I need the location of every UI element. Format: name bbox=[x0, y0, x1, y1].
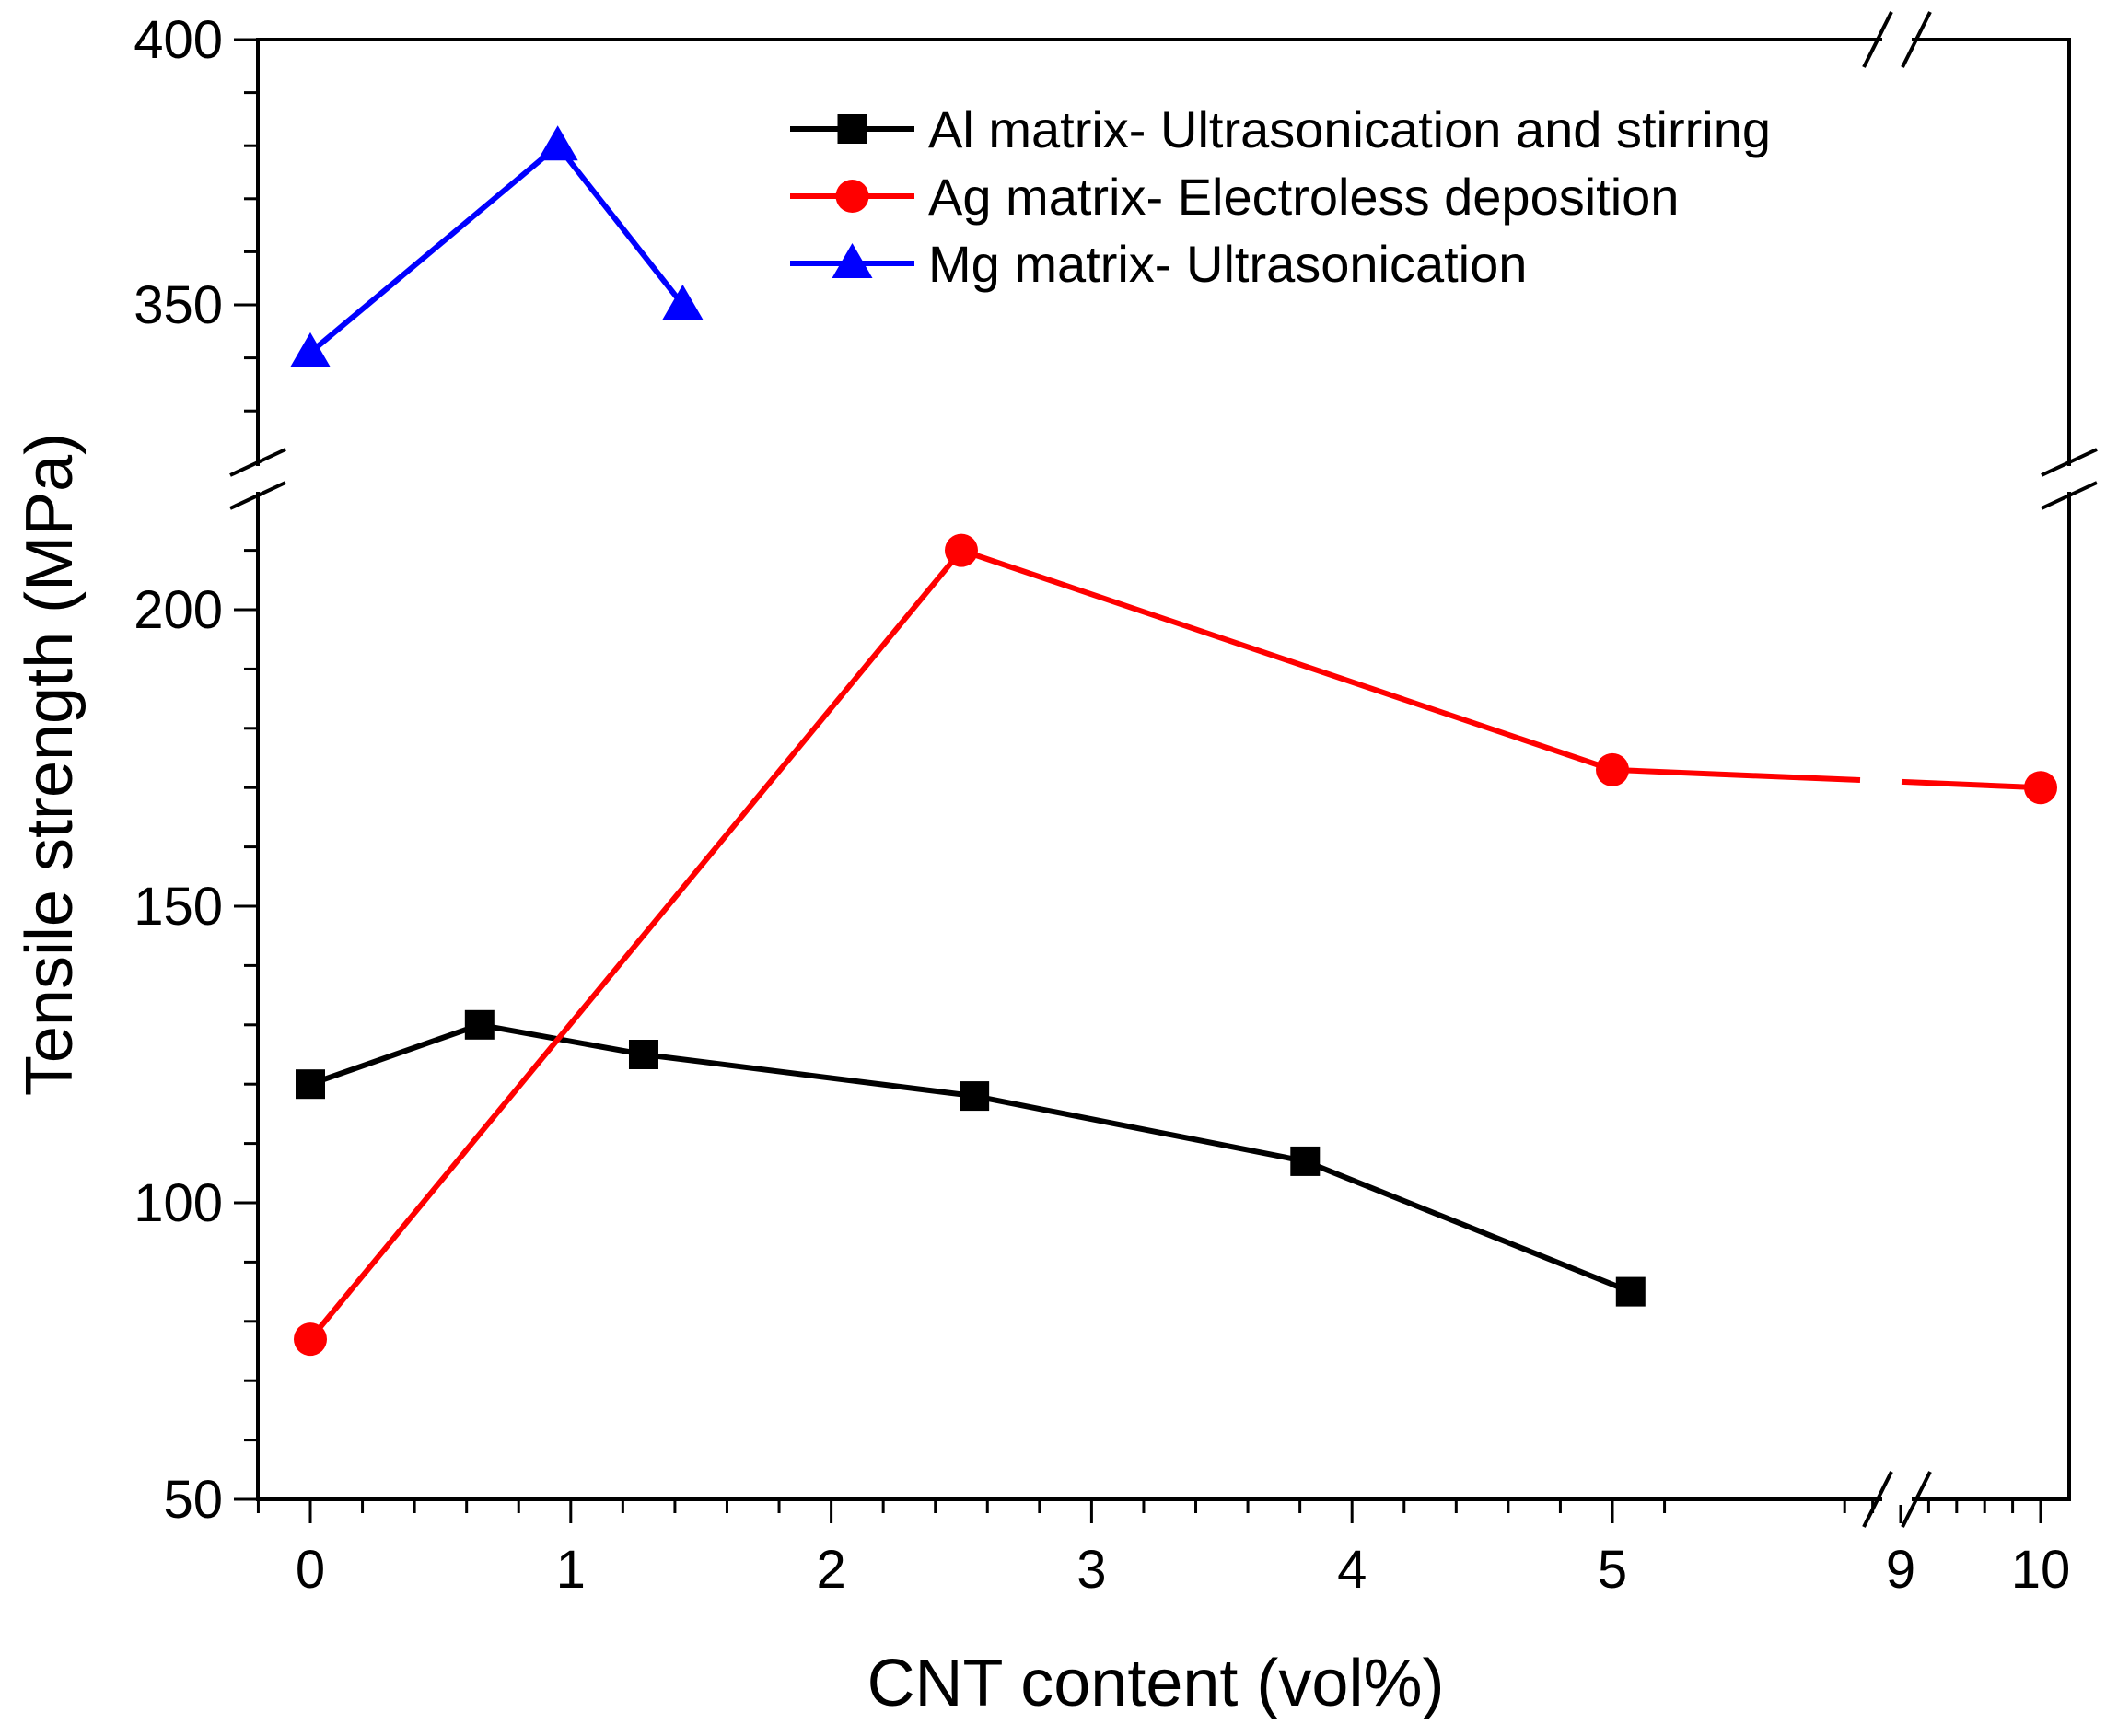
series-line-segment bbox=[479, 1021, 645, 1057]
y-tick-label: 50 bbox=[163, 1470, 223, 1530]
series-line-segment bbox=[643, 1052, 975, 1100]
data-point-square bbox=[960, 1081, 990, 1112]
data-point-triangle bbox=[290, 332, 331, 367]
plot-frame bbox=[256, 38, 2071, 1501]
legend-label: Ag matrix- Electroless deposition bbox=[928, 168, 1679, 226]
x-break-mark bbox=[1862, 11, 1893, 68]
x-tick-label: 4 bbox=[1337, 1540, 1367, 1600]
x-tick-label: 0 bbox=[296, 1540, 325, 1600]
y-tick-label: 350 bbox=[134, 275, 223, 335]
data-point-square bbox=[296, 1069, 325, 1100]
y-tick-label: 150 bbox=[134, 877, 223, 937]
x-tick-label: 2 bbox=[816, 1540, 845, 1600]
y-break-gap bbox=[252, 466, 263, 492]
axis-breaks bbox=[229, 11, 2098, 1528]
series-line-segment bbox=[1901, 778, 2042, 791]
x-break-mark bbox=[1901, 11, 1932, 68]
y-break-mark bbox=[2041, 481, 2098, 510]
series-line-segment bbox=[973, 1093, 1306, 1164]
y-axis-title: Tensile strength (MPa) bbox=[13, 433, 87, 1096]
x-break-gap bbox=[1882, 34, 1912, 45]
x-break-mark bbox=[1862, 1471, 1893, 1528]
data-point-square bbox=[1615, 1276, 1646, 1307]
y-tick-label: 400 bbox=[134, 10, 223, 70]
series-layer bbox=[290, 125, 2057, 1357]
data-point-square bbox=[1290, 1146, 1321, 1176]
legend-marker-triangle bbox=[832, 243, 873, 278]
x-tick-label: 10 bbox=[2011, 1540, 2071, 1600]
y-tick-label: 100 bbox=[134, 1173, 223, 1233]
y-tick-label: 200 bbox=[134, 580, 223, 640]
data-point-circle bbox=[945, 533, 978, 567]
x-break-gap bbox=[1882, 1494, 1912, 1505]
x-tick-label: 5 bbox=[1598, 1540, 1627, 1600]
series-line-segment bbox=[309, 1021, 481, 1088]
data-point-square bbox=[628, 1040, 658, 1069]
data-point-triangle bbox=[537, 125, 578, 161]
data-point-circle bbox=[294, 1322, 327, 1357]
legend-label: Al matrix- Ultrasonication and stirring bbox=[928, 100, 1771, 158]
y-break-mark bbox=[2041, 448, 2098, 477]
x-tick-label: 3 bbox=[1076, 1540, 1106, 1600]
legend-marker-square bbox=[837, 114, 867, 144]
series-line-segment bbox=[555, 144, 685, 307]
data-point-square bbox=[464, 1009, 495, 1040]
x-axis-title: CNT content (vol%) bbox=[867, 1647, 1445, 1720]
x-tick-label: 9 bbox=[1886, 1540, 1915, 1600]
series-line-segment bbox=[308, 548, 964, 1342]
x-tick-label: 1 bbox=[556, 1540, 586, 1600]
legend: Al matrix- Ultrasonication and stirring A… bbox=[790, 100, 1771, 293]
axes bbox=[256, 38, 2071, 1501]
legend-label: Mg matrix- Ultrasonication bbox=[928, 235, 1527, 293]
data-point-triangle bbox=[662, 285, 704, 320]
y-break-mark bbox=[229, 481, 286, 510]
data-point-circle bbox=[2024, 771, 2057, 805]
series-line-segment bbox=[1304, 1159, 1632, 1295]
legend-marker-circle bbox=[835, 180, 869, 213]
x-break-mark bbox=[1901, 1471, 1932, 1528]
data-point-circle bbox=[1596, 752, 1629, 786]
ticks: 0 1 2 3 4 5 9 10 50 100 150 200 350 400 bbox=[134, 10, 2070, 1600]
y-break-gap bbox=[2064, 466, 2075, 492]
series-line-segment bbox=[960, 547, 1613, 773]
series-line-segment bbox=[1611, 766, 1861, 784]
series-line-segment bbox=[308, 143, 560, 355]
y-break-mark bbox=[229, 448, 286, 477]
